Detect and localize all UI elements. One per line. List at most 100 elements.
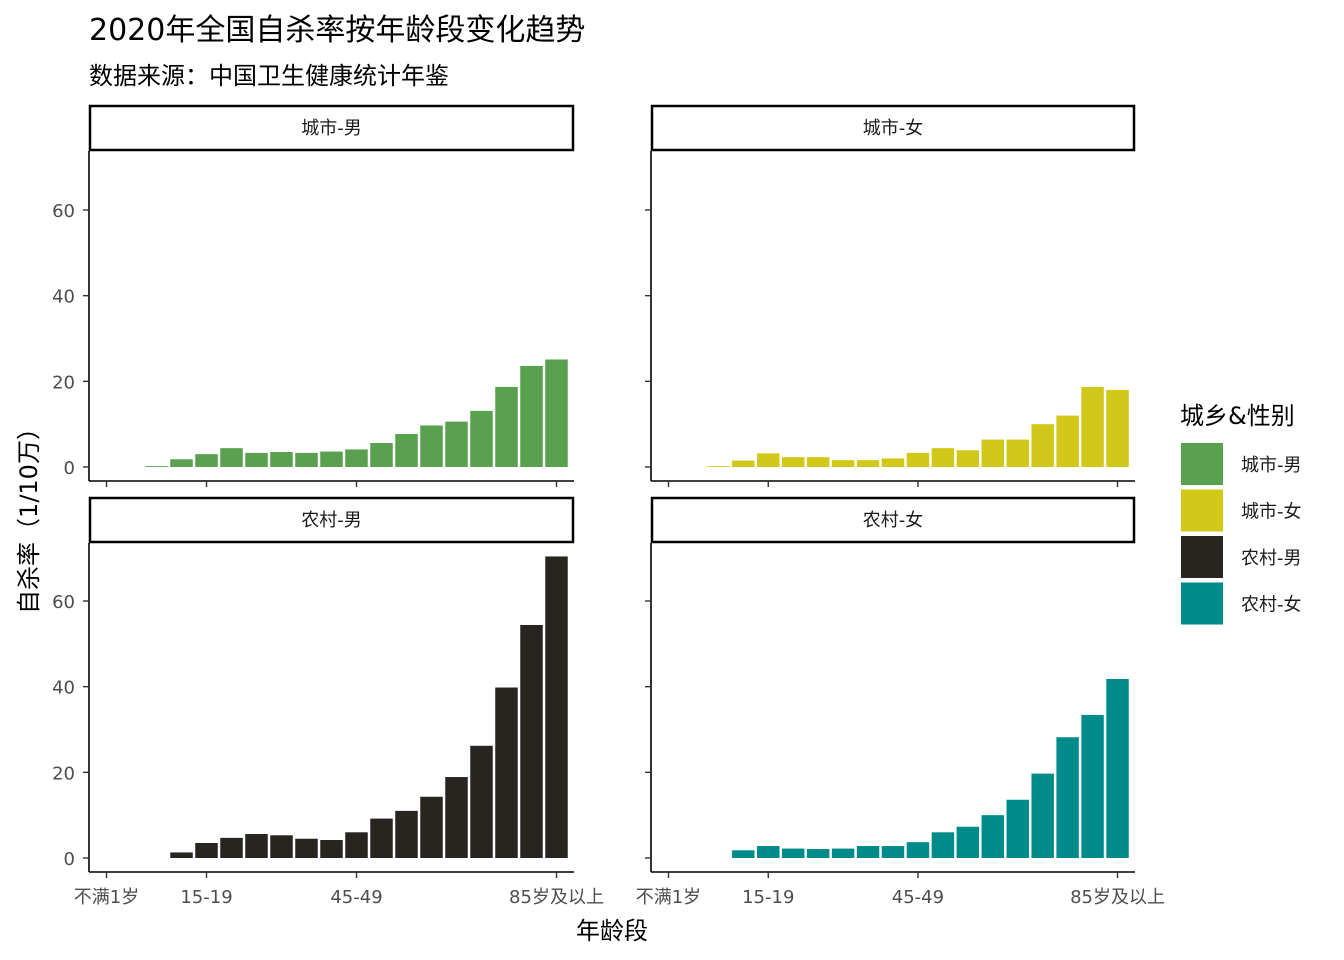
- x-tick-label: 15-19: [742, 887, 794, 908]
- legend-label: 城市-男: [1241, 455, 1302, 476]
- bar: [520, 624, 543, 858]
- bar: [1006, 799, 1029, 858]
- bar: [445, 421, 468, 467]
- bar: [245, 834, 268, 858]
- bar: [1056, 737, 1079, 858]
- bar: [931, 832, 955, 858]
- bar: [495, 687, 518, 858]
- bar: [545, 359, 568, 467]
- facet-strip: [650, 104, 1136, 152]
- bar: [520, 365, 543, 467]
- bar: [170, 459, 193, 467]
- bar: [981, 439, 1005, 467]
- bar: [320, 451, 343, 467]
- facet-strip: [88, 496, 575, 544]
- bar: [757, 846, 780, 858]
- bar: [220, 448, 243, 467]
- bar: [395, 434, 418, 467]
- x-tick-label: 不满1岁: [74, 887, 139, 908]
- bar: [831, 460, 855, 467]
- bar: [195, 843, 218, 858]
- y-tick-label: 40: [52, 287, 75, 308]
- bar: [931, 448, 955, 467]
- facet-panel: 城市-男 0 20 40 60: [52, 104, 575, 487]
- bar: [781, 457, 805, 467]
- legend-item: 城市-男: [1181, 443, 1302, 485]
- y-tick-label: 60: [52, 592, 75, 613]
- bar: [1006, 439, 1029, 467]
- bar: [707, 466, 730, 467]
- x-tick-label: 45-49: [892, 887, 944, 908]
- legend-item: 城市-女: [1181, 489, 1302, 532]
- bar: [370, 818, 393, 858]
- facet-strip-label: 农村-男: [301, 510, 362, 531]
- bar: [220, 837, 243, 858]
- legend-label: 城市-女: [1241, 502, 1302, 523]
- bar: [420, 425, 443, 467]
- bar: [881, 458, 905, 467]
- bar: [1106, 678, 1129, 858]
- legend-label: 农村-男: [1241, 548, 1302, 569]
- facet-strip: [88, 104, 575, 152]
- bar: [1031, 773, 1054, 858]
- y-tick-label: 20: [52, 372, 75, 393]
- x-tick-label: 15-19: [180, 887, 232, 908]
- bar: [445, 777, 468, 858]
- bar: [320, 840, 343, 858]
- legend-swatch: [1181, 582, 1223, 625]
- bar: [345, 832, 368, 858]
- facet-strip-label: 城市-女: [863, 118, 924, 139]
- bar: [806, 849, 830, 858]
- bar: [270, 835, 293, 858]
- y-tick-label: 60: [52, 201, 75, 222]
- x-tick-label: 85岁及以上: [509, 887, 604, 908]
- x-tick-label: 45-49: [330, 887, 382, 908]
- bar: [906, 452, 930, 467]
- bar: [831, 848, 855, 858]
- facet-strip-label: 农村-女: [863, 510, 924, 531]
- bar: [781, 848, 805, 858]
- legend-label: 农村-女: [1241, 595, 1302, 616]
- facet-strip: [650, 496, 1136, 544]
- bar: [145, 466, 168, 467]
- bar: [1081, 714, 1104, 858]
- bar: [470, 745, 493, 858]
- facet-strip-label: 城市-男: [301, 118, 362, 139]
- x-axis-title: 年龄段: [576, 917, 648, 945]
- bar: [370, 443, 393, 467]
- x-tick-label: 85岁及以上: [1070, 887, 1165, 908]
- bar: [295, 838, 318, 858]
- bar: [906, 842, 930, 858]
- y-tick-label: 40: [52, 678, 75, 699]
- bar: [757, 453, 780, 467]
- bar: [1031, 424, 1054, 467]
- bar: [270, 452, 293, 467]
- legend-swatch: [1181, 536, 1223, 578]
- bar: [732, 850, 755, 858]
- bar: [1081, 386, 1104, 467]
- bar: [245, 452, 268, 467]
- bar: [856, 460, 880, 467]
- y-tick-label: 20: [52, 763, 75, 784]
- bar: [495, 386, 518, 467]
- legend: 城乡&性别 城市-男城市-女农村-男农村-女: [1180, 402, 1302, 625]
- legend-swatch: [1181, 443, 1223, 485]
- bar: [806, 457, 830, 467]
- y-axis-title: 自杀率（1/10万）: [15, 416, 43, 614]
- bar: [345, 449, 368, 467]
- bar: [881, 846, 905, 858]
- y-tick-label: 0: [64, 458, 75, 479]
- bar: [856, 846, 880, 858]
- bar: [295, 452, 318, 467]
- bar: [732, 460, 755, 467]
- bar: [545, 556, 568, 858]
- bar: [956, 826, 980, 858]
- bar: [395, 810, 418, 858]
- legend-title: 城乡&性别: [1180, 402, 1295, 430]
- legend-item: 农村-男: [1181, 536, 1302, 578]
- chart-subtitle: 数据来源：中国卫生健康统计年鉴: [89, 62, 449, 90]
